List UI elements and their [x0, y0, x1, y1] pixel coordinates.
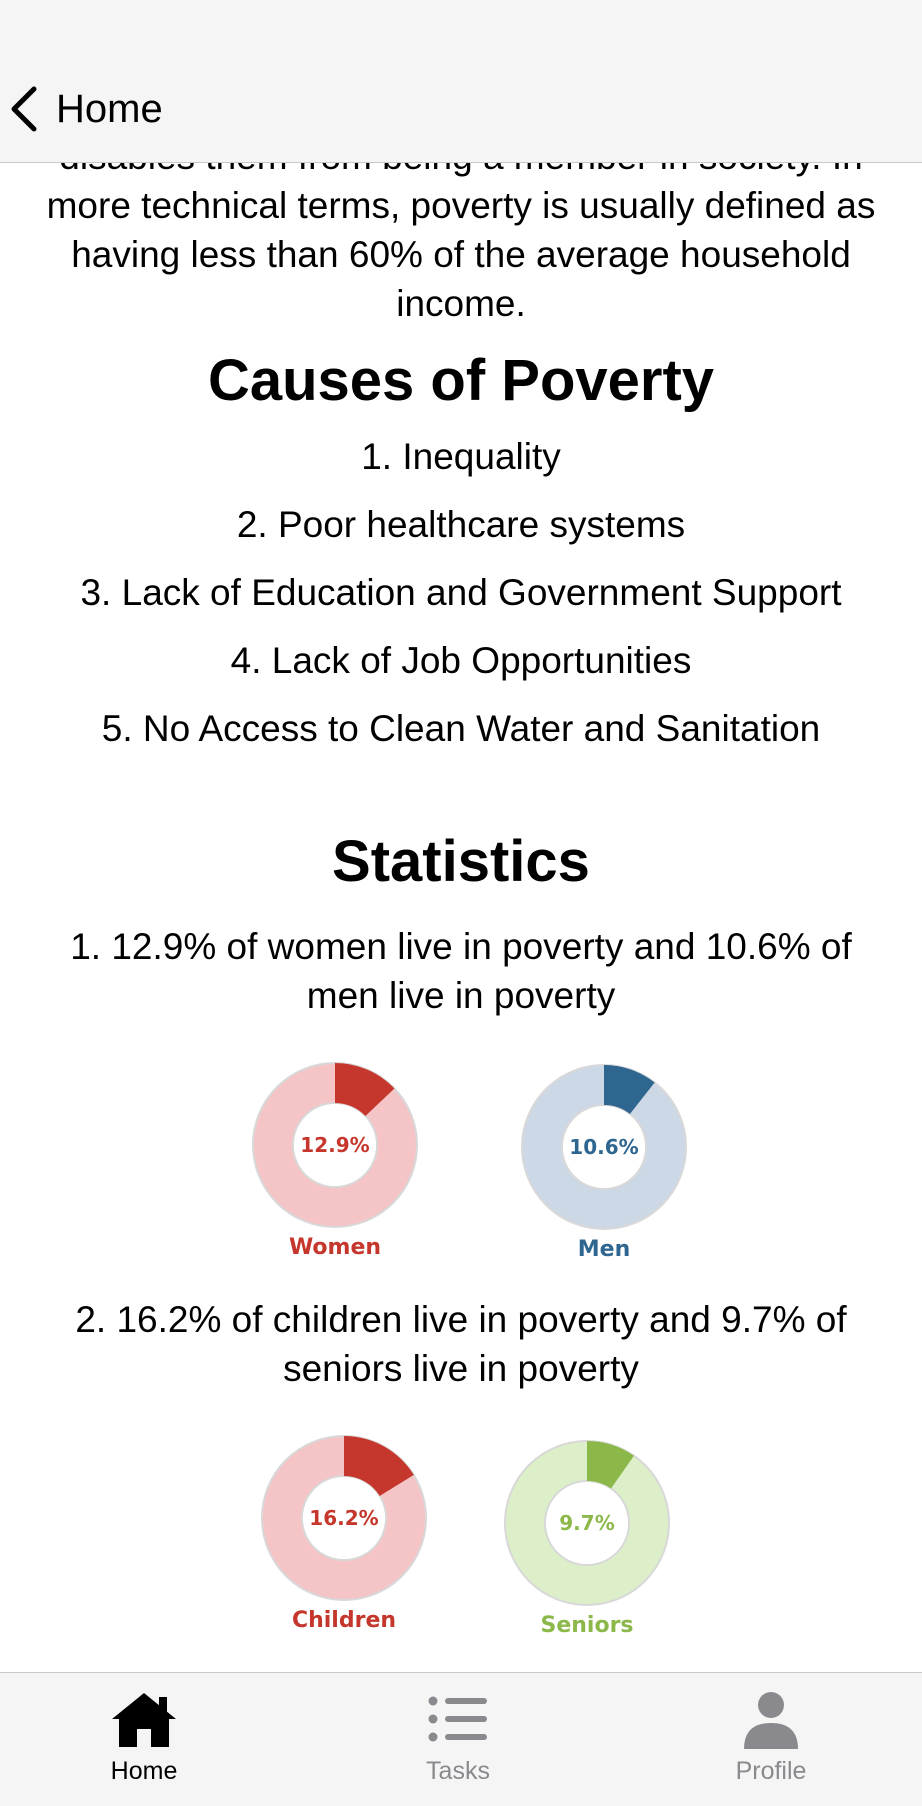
tab-profile-label: Profile [735, 1757, 807, 1785]
back-button-label: Home [56, 86, 163, 131]
donut-women-center [294, 1104, 376, 1186]
cause-item: 4. Lack of Job Opportunities [230, 640, 692, 681]
tab-home[interactable]: Home [64, 1689, 224, 1799]
causes-list: 1. Inequality 2. Poor healthcare systems… [40, 432, 882, 772]
person-icon [744, 1692, 798, 1749]
donut-children-svg: 16.2% [261, 1435, 427, 1601]
tab-bar: Home Tasks Profile [0, 1672, 922, 1806]
navigation-bar: Home [0, 0, 922, 163]
statistic-item-age: 2. 16.2% of children live in poverty and… [75, 1299, 847, 1389]
intro-paragraph: disables them from being a member in soc… [46, 162, 876, 324]
article-content[interactable]: disables them from being a member in soc… [0, 162, 922, 1672]
cause-item: 3. Lack of Education and Government Supp… [80, 572, 842, 613]
cause-item: 1. Inequality [361, 436, 561, 477]
donut-chart-seniors: 9.7% Seniors [487, 1423, 687, 1643]
statistics-heading: Statistics [332, 829, 590, 894]
donut-seniors-category-label: Seniors [540, 1613, 634, 1638]
donut-women-category-label: Women [288, 1235, 382, 1260]
cause-item: 5. No Access to Clean Water and Sanitati… [101, 708, 821, 749]
donut-children-slice [344, 1436, 414, 1496]
back-button[interactable]: Home [6, 78, 163, 140]
donut-men-value-label: 10.6% [569, 1135, 638, 1159]
donut-men-category-label: Men [577, 1237, 631, 1262]
donut-children-category-label: Children [291, 1608, 397, 1633]
donut-seniors-slice [587, 1441, 634, 1489]
donut-children-value-label: 16.2% [309, 1506, 378, 1530]
donut-men-svg: 10.6% [521, 1064, 687, 1230]
donut-chart-women: 12.9% Women [235, 1045, 435, 1265]
donut-children-center [303, 1477, 385, 1559]
cause-item: 2. Poor healthcare systems [236, 504, 686, 545]
statistic-item-gender: 1. 12.9% of women live in poverty and 10… [70, 926, 852, 1016]
donut-seniors-center [546, 1482, 628, 1564]
causes-heading: Causes of Poverty [207, 348, 715, 413]
donut-seniors-value-label: 9.7% [559, 1511, 614, 1535]
tab-tasks[interactable]: Tasks [378, 1689, 538, 1799]
chevron-left-icon [11, 86, 37, 132]
donut-men-slice [604, 1065, 655, 1114]
tab-home-label: Home [110, 1757, 178, 1785]
donut-seniors-svg: 9.7% [504, 1440, 670, 1606]
list-icon [428, 1696, 487, 1742]
house-icon [112, 1693, 176, 1747]
tab-tasks-label: Tasks [426, 1757, 490, 1785]
donut-chart-men: 10.6% Men [504, 1047, 704, 1267]
donut-women-value-label: 12.9% [300, 1133, 369, 1157]
donut-women-svg: 12.9% [252, 1062, 418, 1228]
tab-profile[interactable]: Profile [691, 1689, 851, 1799]
donut-chart-children: 16.2% Children [244, 1418, 444, 1638]
donut-men-center [563, 1106, 645, 1188]
donut-women-slice [335, 1063, 395, 1117]
